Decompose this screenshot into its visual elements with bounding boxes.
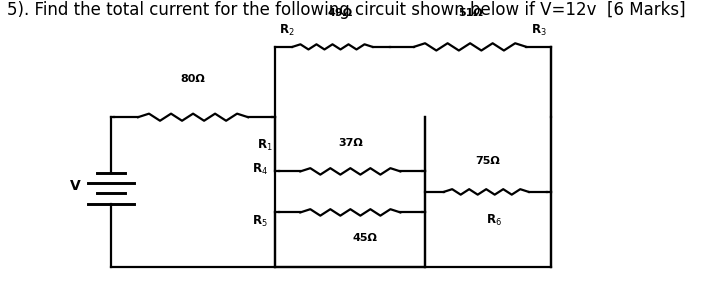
Text: V: V	[69, 179, 81, 193]
Text: R$_6$: R$_6$	[486, 212, 502, 228]
Text: 49Ω: 49Ω	[327, 8, 352, 18]
Text: 5). Find the total current for the following circuit shown below if V=12v  [6 Ma: 5). Find the total current for the follo…	[7, 1, 686, 19]
Text: 80Ω: 80Ω	[181, 74, 205, 84]
Text: 45Ω: 45Ω	[352, 233, 377, 243]
Text: 37Ω: 37Ω	[338, 138, 363, 148]
Text: R$_3$: R$_3$	[531, 23, 547, 38]
Text: R$_1$: R$_1$	[257, 138, 272, 153]
Text: R$_5$: R$_5$	[252, 214, 268, 229]
Text: R$_4$: R$_4$	[252, 162, 268, 178]
Text: R$_2$: R$_2$	[279, 23, 295, 38]
Text: 75Ω: 75Ω	[475, 156, 500, 166]
Text: 51Ω: 51Ω	[458, 8, 483, 18]
